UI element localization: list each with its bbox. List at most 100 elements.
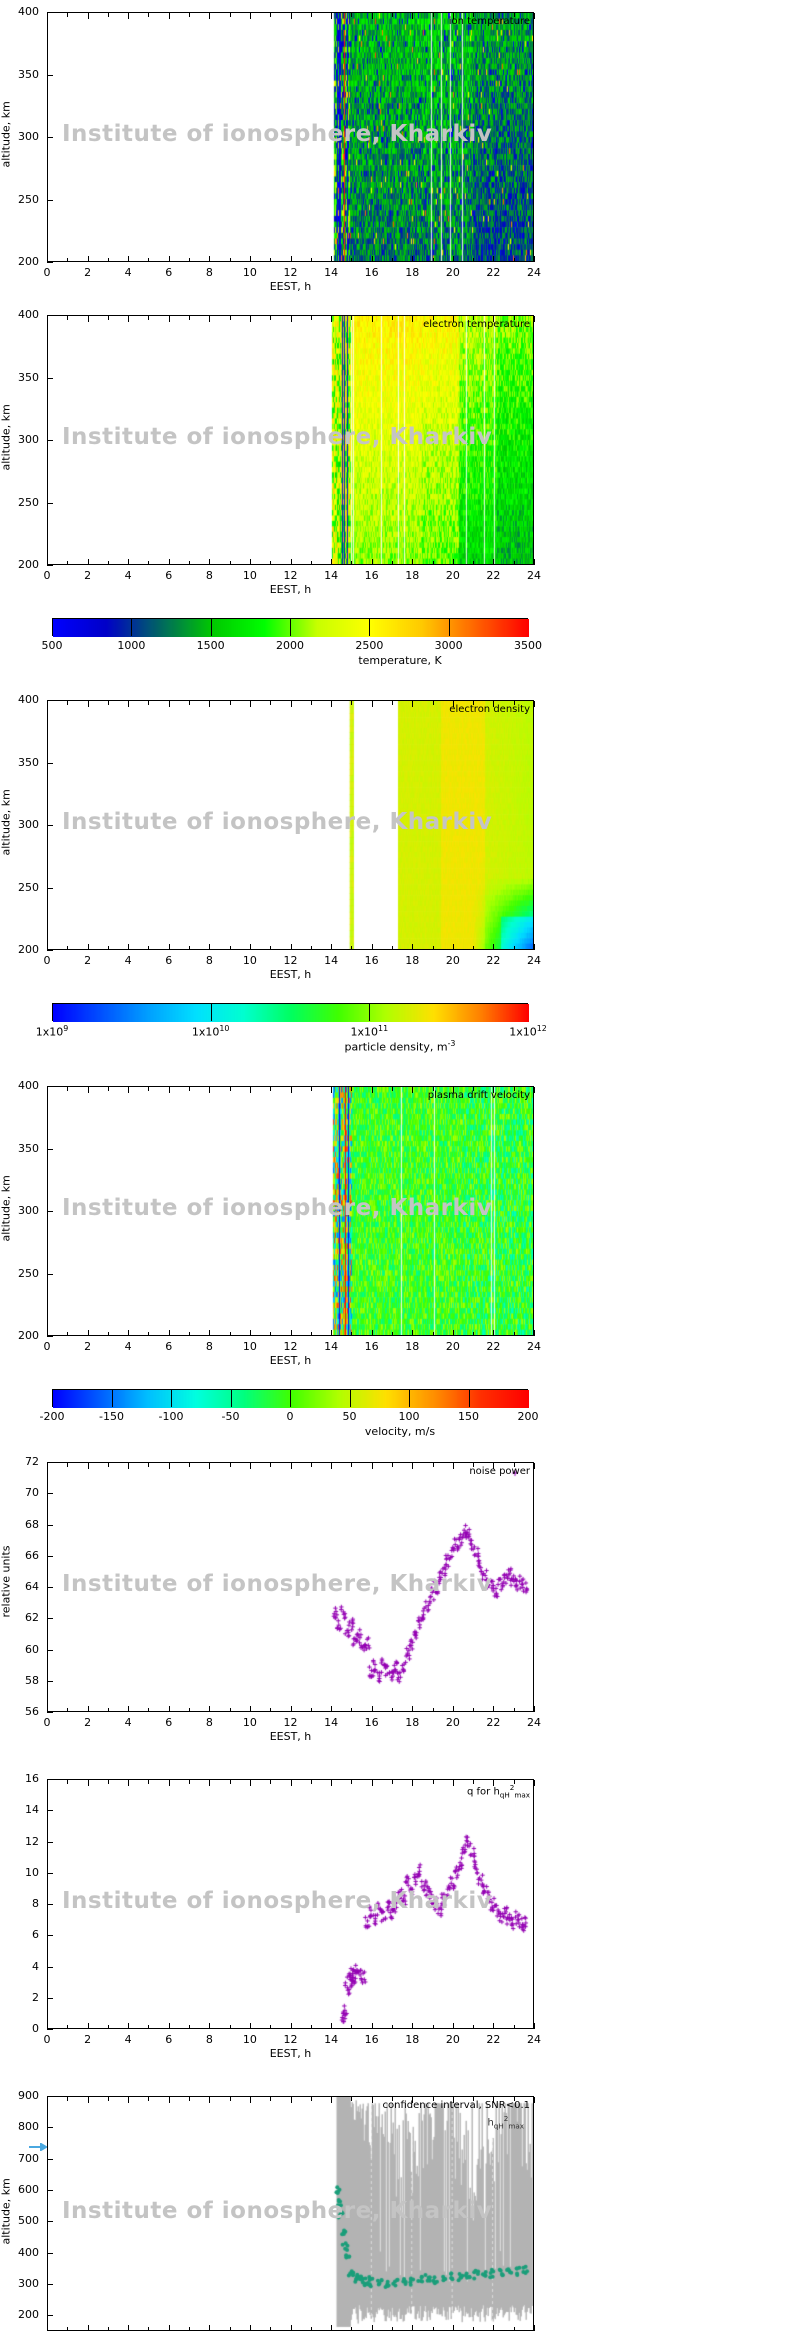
x-tick-q-for-hqhmax-10: 20 <box>445 2033 460 2046</box>
x-tick-electron-density-6: 12 <box>283 954 298 967</box>
panel-title-confidence-interval: confidence interval, SNR<0.1 <box>382 2100 530 2111</box>
y-tick-confidence-interval-3: 500 <box>18 2214 39 2228</box>
y-tick-plasma-drift-velocity-2: 300 <box>18 1204 39 1217</box>
x-tick-ion-temperature-9: 18 <box>405 266 420 279</box>
x-axis-label-ion-temperature: EEST, h <box>269 280 312 293</box>
x-tick-plasma-drift-velocity-8: 16 <box>364 1340 379 1353</box>
panel-title-q-for-hqhmax: q for hqH2max <box>466 1783 530 1800</box>
y-tick-q-for-hqhmax-1: 2 <box>32 1990 39 2004</box>
y-tick-electron-density-2: 300 <box>18 818 39 831</box>
colorbar-canvas-temperature <box>53 619 529 637</box>
y-tick-plasma-drift-velocity-4: 400 <box>18 1079 39 1092</box>
x-tick-confidence-interval-1: 2 <box>68 2335 108 2337</box>
y-tick-q-for-hqhmax-6: 12 <box>25 1834 39 1848</box>
x-tick-plasma-drift-velocity-2: 4 <box>124 1340 132 1353</box>
plot-area-electron-temperature[interactable] <box>47 315 534 565</box>
x-tick-q-for-hqhmax-0: 0 <box>43 2033 51 2046</box>
legend-confidence-interval: hqH2max <box>487 2114 524 2131</box>
plot-canvas-electron-density <box>48 701 533 949</box>
x-tick-plasma-drift-velocity-12: 24 <box>527 1340 541 1353</box>
colorbar-label-velocity-7: 150 <box>458 1410 479 1423</box>
y-tick-electron-temperature-4: 400 <box>18 308 39 321</box>
plot-area-confidence-interval[interactable] <box>47 2096 534 2331</box>
x-tick-q-for-hqhmax-3: 6 <box>165 2033 173 2046</box>
x-tick-ion-temperature-4: 8 <box>205 266 213 279</box>
x-tick-noise-power-2: 4 <box>124 1716 132 1729</box>
colorbar-label-velocity-3: -50 <box>221 1410 240 1423</box>
x-tick-electron-temperature-2: 4 <box>124 569 132 582</box>
plot-canvas-q-for-hqhmax <box>48 1780 533 2028</box>
x-tick-q-for-hqhmax-4: 8 <box>205 2033 213 2046</box>
x-tick-plasma-drift-velocity-11: 22 <box>486 1340 501 1353</box>
y-tick-q-for-hqhmax-7: 14 <box>25 1803 39 1817</box>
y-tick-electron-density-3: 350 <box>18 755 39 769</box>
x-axis-label-plasma-drift-velocity: EEST, h <box>269 1354 312 1367</box>
x-tick-noise-power-9: 18 <box>405 1716 420 1729</box>
panel-title-noise-power: noise power <box>469 1466 530 1477</box>
plot-render-ion-temperature <box>48 13 533 261</box>
y-tick-confidence-interval-4: 600 <box>18 2183 39 2196</box>
y-tick-electron-temperature-1: 250 <box>18 495 39 509</box>
y-tick-noise-power-5: 66 <box>25 1548 39 1562</box>
plot-area-q-for-hqhmax[interactable] <box>47 1779 534 2029</box>
plot-canvas-electron-temperature <box>48 316 533 564</box>
y-tick-noise-power-4: 64 <box>25 1580 39 1593</box>
x-tick-q-for-hqhmax-5: 10 <box>242 2033 257 2046</box>
colorbar-label-particle-density-3: 1x1012 <box>509 1024 547 1039</box>
colorbar-label-velocity-0: -200 <box>39 1410 65 1423</box>
x-axis-label-electron-density: EEST, h <box>269 968 312 981</box>
y-tick-ion-temperature-1: 250 <box>18 192 39 206</box>
x-tick-confidence-interval-5: 10 <box>230 2335 270 2337</box>
colorbar-label-particle-density-1: 1x1010 <box>191 1024 230 1039</box>
x-tick-ion-temperature-10: 20 <box>445 266 460 279</box>
y-tick-q-for-hqhmax-5: 10 <box>25 1865 39 1879</box>
colorbar-label-velocity-4: 0 <box>286 1410 294 1423</box>
x-tick-ion-temperature-8: 16 <box>364 266 379 279</box>
colorbar-label-velocity-5: 50 <box>342 1410 357 1423</box>
panel-q-for-hqhmax: Institute of ionosphere, Kharkiv q for hq… <box>0 1772 800 2089</box>
x-tick-noise-power-1: 2 <box>84 1716 92 1729</box>
colorbar-canvas-particle-density <box>53 1004 529 1022</box>
x-tick-confidence-interval-8: 16 <box>352 2335 392 2337</box>
y-tick-electron-temperature-2: 300 <box>18 433 39 446</box>
y-tick-confidence-interval-6: 800 <box>18 2120 39 2134</box>
colorbar-label-temperature-1: 1000 <box>117 639 146 652</box>
x-tick-electron-density-2: 4 <box>124 954 132 967</box>
plot-render-electron-density <box>48 701 533 949</box>
x-tick-noise-power-3: 6 <box>165 1716 173 1729</box>
x-tick-electron-temperature-6: 12 <box>283 569 298 582</box>
x-tick-ion-temperature-1: 2 <box>84 266 92 279</box>
colorbar-label-temperature-5: 3000 <box>434 639 463 652</box>
panel-title-electron-density: electron density <box>449 704 530 715</box>
x-tick-confidence-interval-10: 20 <box>433 2335 473 2337</box>
x-tick-plasma-drift-velocity-0: 0 <box>43 1340 51 1353</box>
y-tick-plasma-drift-velocity-3: 350 <box>18 1141 39 1155</box>
plot-area-ion-temperature[interactable] <box>47 12 534 262</box>
plot-canvas-noise-power <box>48 1463 533 1711</box>
x-tick-ion-temperature-7: 14 <box>324 266 339 279</box>
x-tick-electron-temperature-4: 8 <box>205 569 213 582</box>
colorbar-label-temperature-0: 500 <box>41 639 63 652</box>
x-tick-plasma-drift-velocity-7: 14 <box>324 1340 339 1353</box>
y-tick-noise-power-1: 58 <box>25 1673 39 1687</box>
x-tick-electron-density-7: 14 <box>324 954 339 967</box>
x-tick-ion-temperature-2: 4 <box>124 266 132 279</box>
altitude-pointer-arrow-icon <box>29 2136 48 2152</box>
y-tick-ion-temperature-3: 350 <box>18 67 39 81</box>
plot-area-noise-power[interactable] <box>47 1462 534 1712</box>
x-tick-confidence-interval-4: 8 <box>189 2335 229 2337</box>
x-tick-ion-temperature-6: 12 <box>283 266 298 279</box>
plot-area-electron-density[interactable] <box>47 700 534 950</box>
x-tick-confidence-interval-12: 24 <box>514 2335 554 2337</box>
y-tick-noise-power-7: 70 <box>25 1486 39 1500</box>
x-tick-electron-density-4: 8 <box>205 954 213 967</box>
plot-area-plasma-drift-velocity[interactable] <box>47 1086 534 1336</box>
colorbar-label-particle-density-0: 1x109 <box>35 1024 69 1039</box>
colorbar-title-velocity: velocity, m/s <box>364 1425 436 1438</box>
y-tick-q-for-hqhmax-2: 4 <box>32 1959 39 1973</box>
x-tick-q-for-hqhmax-1: 2 <box>84 2033 92 2046</box>
x-axis-label-electron-temperature: EEST, h <box>269 583 312 596</box>
panel-electron-temperature: Institute of ionosphere, Kharkiv electron… <box>0 308 800 625</box>
x-tick-electron-temperature-5: 10 <box>242 569 257 582</box>
x-tick-electron-temperature-7: 14 <box>324 569 339 582</box>
